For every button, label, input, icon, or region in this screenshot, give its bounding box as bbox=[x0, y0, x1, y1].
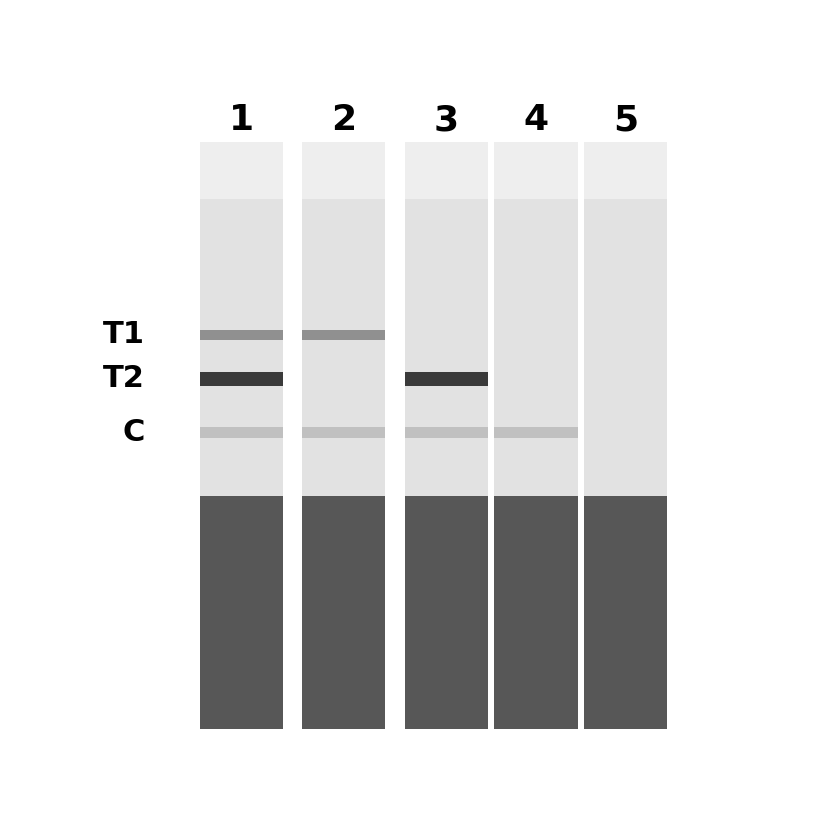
Bar bbox=[495, 199, 578, 495]
Bar bbox=[199, 143, 283, 199]
Text: 4: 4 bbox=[523, 103, 548, 138]
Bar bbox=[302, 495, 385, 729]
Bar bbox=[199, 428, 283, 437]
Bar bbox=[302, 199, 385, 495]
Bar bbox=[404, 199, 488, 495]
Bar bbox=[302, 428, 385, 437]
Bar bbox=[199, 495, 283, 729]
Bar bbox=[404, 428, 488, 437]
Bar bbox=[495, 428, 578, 437]
Bar bbox=[495, 495, 578, 729]
Bar bbox=[302, 199, 385, 495]
Bar bbox=[404, 199, 488, 495]
Text: 2: 2 bbox=[331, 103, 356, 138]
Bar bbox=[584, 495, 667, 729]
Bar bbox=[584, 143, 667, 199]
Bar bbox=[495, 199, 578, 495]
Bar bbox=[302, 330, 385, 340]
Bar bbox=[404, 495, 488, 729]
Bar bbox=[495, 143, 578, 199]
Text: C: C bbox=[122, 418, 145, 447]
Bar bbox=[199, 372, 283, 386]
Text: 1: 1 bbox=[228, 103, 254, 138]
Bar bbox=[302, 143, 385, 199]
Bar bbox=[584, 199, 667, 495]
Bar bbox=[199, 199, 283, 495]
Text: T2: T2 bbox=[103, 364, 145, 393]
Text: 3: 3 bbox=[433, 103, 459, 138]
Text: T1: T1 bbox=[103, 320, 145, 349]
Bar bbox=[584, 199, 667, 495]
Bar bbox=[199, 199, 283, 495]
Bar bbox=[404, 372, 488, 386]
Bar bbox=[404, 143, 488, 199]
Text: 5: 5 bbox=[613, 103, 638, 138]
Bar bbox=[199, 330, 283, 340]
